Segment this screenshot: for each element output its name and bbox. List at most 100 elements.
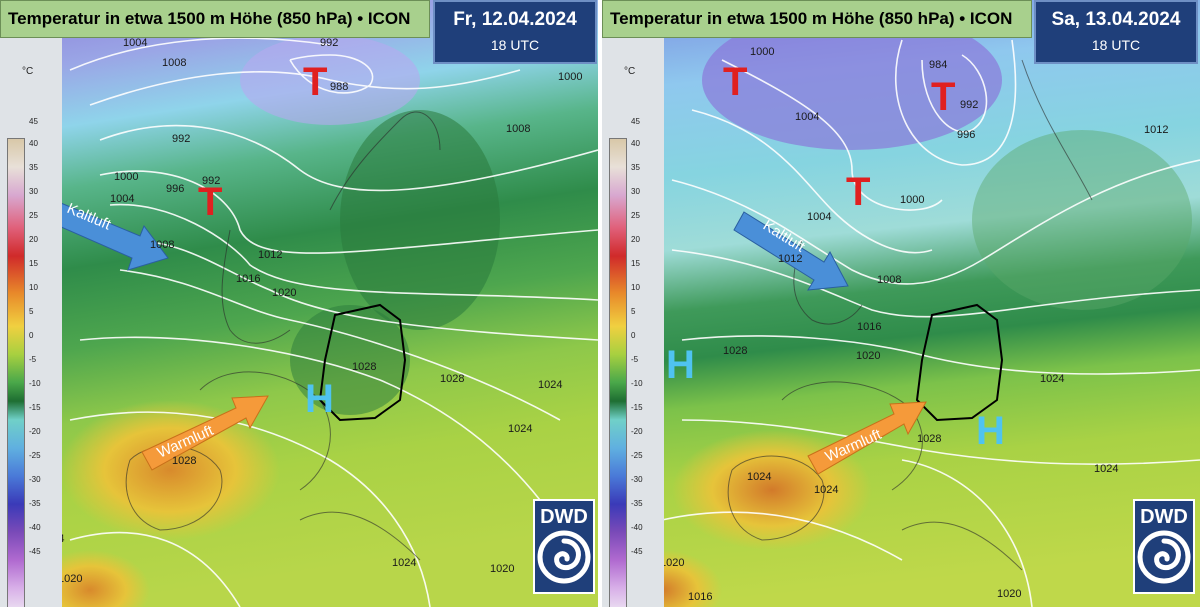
pressure-label: 996 xyxy=(957,129,975,141)
legend-label: 25 xyxy=(29,211,38,220)
map-title: Temperatur in etwa 1500 m Höhe (850 hPa)… xyxy=(0,0,430,38)
pressure-label: 1024 xyxy=(538,379,562,391)
pressure-label: 1024 xyxy=(1040,373,1064,385)
low-pressure-marker: T xyxy=(723,60,747,104)
legend-label: -35 xyxy=(631,499,643,508)
pressure-label: 988 xyxy=(330,81,348,93)
pressure-label: 1020 xyxy=(272,287,296,299)
legend-label: -15 xyxy=(631,403,643,412)
low-pressure-marker: T xyxy=(846,170,870,214)
temperature-map-saturday: Kaltluft Warmluft 1000 984 1004 992 996 … xyxy=(602,0,1200,607)
legend-label: -25 xyxy=(631,451,643,460)
warm-area xyxy=(60,400,280,540)
pressure-label: 1024 xyxy=(747,471,771,483)
high-pressure-marker: H xyxy=(976,409,1005,453)
dwd-logo-text: DWD xyxy=(540,506,588,528)
temperature-legend: °C 45 40 35 30 25 20 15 10 5 0 -5 -10 -1… xyxy=(0,38,62,607)
legend-label: 30 xyxy=(631,187,640,196)
pressure-label: 1024 xyxy=(508,423,532,435)
pressure-label: 1020 xyxy=(58,573,82,585)
pressure-label: 1016 xyxy=(688,591,712,603)
dwd-logo-text: DWD xyxy=(1140,506,1188,528)
legend-label: 45 xyxy=(631,117,640,126)
forecast-date: Sa, 13.04.2024 xyxy=(1051,9,1181,30)
legend-label: -10 xyxy=(631,379,643,388)
pressure-label: 1028 xyxy=(723,345,747,357)
legend-label: 40 xyxy=(29,139,38,148)
pressure-label: 1028 xyxy=(917,433,941,445)
pressure-label: 1012 xyxy=(1144,124,1168,136)
pressure-label: 1000 xyxy=(558,71,582,83)
legend-label: -20 xyxy=(631,427,643,436)
legend-label: 15 xyxy=(29,259,38,268)
cold-core xyxy=(702,10,1002,150)
temperature-map-friday: Kaltluft Warmluft 1004 992 1008 988 1000… xyxy=(0,0,598,607)
pressure-label: 1028 xyxy=(440,373,464,385)
pressure-label: 992 xyxy=(960,99,978,111)
land-area xyxy=(972,130,1192,310)
legend-label: -10 xyxy=(29,379,41,388)
forecast-time: 18 UTC xyxy=(1091,37,1141,53)
legend-label: -45 xyxy=(631,547,643,556)
pressure-label: 1000 xyxy=(114,171,138,183)
legend-label: -40 xyxy=(29,523,41,532)
pressure-label: 1004 xyxy=(795,111,819,123)
pressure-label: 1024 xyxy=(814,484,838,496)
legend-label: 10 xyxy=(29,283,38,292)
map-title: Temperatur in etwa 1500 m Höhe (850 hPa)… xyxy=(602,0,1032,38)
temperature-legend: °C 45 40 35 30 25 20 15 10 5 0 -5 -10 -1… xyxy=(602,38,664,607)
forecast-date: Fr, 12.04.2024 xyxy=(453,9,577,30)
legend-unit: °C xyxy=(624,66,636,77)
legend-label: 30 xyxy=(29,187,38,196)
pressure-label: 1012 xyxy=(258,249,282,261)
pressure-label: 1020 xyxy=(490,563,514,575)
legend-label: -25 xyxy=(29,451,41,460)
pressure-label: 992 xyxy=(320,37,338,49)
legend-label: 10 xyxy=(631,283,640,292)
legend-label: 0 xyxy=(631,331,636,340)
pressure-label: 992 xyxy=(172,133,190,145)
low-pressure-marker: T xyxy=(198,180,222,224)
low-pressure-marker: T xyxy=(303,60,327,104)
dwd-swirl-icon xyxy=(1137,530,1191,584)
legend-label: 5 xyxy=(29,307,34,316)
legend-label: -40 xyxy=(631,523,643,532)
legend-label: 35 xyxy=(631,163,640,172)
pressure-label: 1016 xyxy=(236,273,260,285)
legend-label: 25 xyxy=(631,211,640,220)
forecast-time: 18 UTC xyxy=(490,37,540,53)
pressure-label: 1008 xyxy=(162,57,186,69)
legend-label: 35 xyxy=(29,163,38,172)
high-pressure-marker: H xyxy=(305,377,334,421)
legend-label: 40 xyxy=(631,139,640,148)
legend-label: 5 xyxy=(631,307,636,316)
pressure-label: 1020 xyxy=(997,588,1021,600)
pressure-label: 1000 xyxy=(900,194,924,206)
pressure-label: 1008 xyxy=(150,239,174,251)
pressure-label: 1020 xyxy=(660,557,684,569)
pressure-label: 992 xyxy=(202,175,220,187)
germany-outline xyxy=(318,303,407,422)
legend-label: 45 xyxy=(29,117,38,126)
dwd-logo: DWD xyxy=(533,499,595,594)
dwd-logo: DWD xyxy=(1133,499,1195,594)
high-pressure-marker: H xyxy=(666,343,695,387)
legend-label: -30 xyxy=(631,475,643,484)
legend-color-scale xyxy=(609,138,627,607)
legend-label: 20 xyxy=(631,235,640,244)
land-area xyxy=(340,110,500,330)
pressure-label: 1012 xyxy=(778,253,802,265)
legend-label: -5 xyxy=(631,355,639,364)
map-panel-saturday: Kaltluft Warmluft 1000 984 1004 992 996 … xyxy=(602,0,1200,607)
pressure-label: 1024 xyxy=(392,557,416,569)
pressure-label: 1000 xyxy=(750,46,774,58)
pressure-label: 1004 xyxy=(110,193,134,205)
legend-label: 15 xyxy=(631,259,640,268)
legend-label: -30 xyxy=(29,475,41,484)
pressure-label: 984 xyxy=(929,59,947,71)
legend-label: 20 xyxy=(29,235,38,244)
dwd-swirl-icon xyxy=(537,530,591,584)
pressure-label: 1020 xyxy=(856,350,880,362)
forecast-datetime: Fr, 12.04.2024 18 UTC xyxy=(433,0,597,64)
